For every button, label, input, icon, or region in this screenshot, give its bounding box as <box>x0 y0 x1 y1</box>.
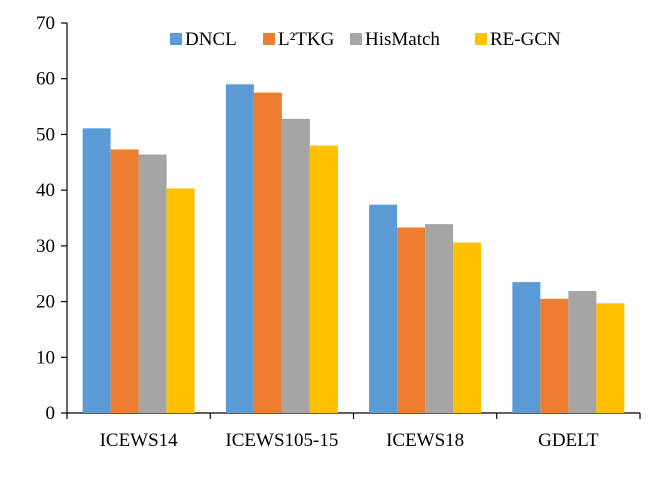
legend-label: DNCL <box>185 29 237 50</box>
bar <box>512 282 541 413</box>
y-tick-label: 20 <box>36 292 55 313</box>
bar <box>397 227 426 413</box>
x-category-label: GDELT <box>538 430 599 451</box>
legend-swatch <box>475 33 487 45</box>
y-tick-label: 10 <box>36 347 55 368</box>
bar <box>568 290 597 413</box>
bar <box>281 118 310 413</box>
legend-swatch <box>170 33 182 45</box>
bar <box>540 298 569 413</box>
y-tick-label: 70 <box>36 13 55 34</box>
x-category-label: ICEWS105-15 <box>225 430 338 451</box>
y-tick-label: 50 <box>36 124 55 145</box>
legend-label: L²TKG <box>278 29 335 50</box>
legend-swatch <box>263 33 275 45</box>
bar <box>138 154 167 413</box>
legend-label: HisMatch <box>365 29 440 50</box>
bar <box>596 303 625 413</box>
bar <box>309 145 338 414</box>
bar <box>225 84 254 414</box>
x-category-label: ICEWS18 <box>386 430 464 451</box>
y-axis: 0 10 20 30 40 50 60 70 <box>36 13 68 424</box>
legend-label: RE-GCN <box>490 29 561 50</box>
bar <box>253 92 282 414</box>
legend-swatch <box>350 33 362 45</box>
bar <box>453 242 482 413</box>
bar <box>110 149 139 413</box>
y-tick-label: 0 <box>46 403 56 424</box>
y-tick-label: 30 <box>36 236 55 257</box>
y-tick-label: 40 <box>36 180 55 201</box>
bars <box>82 84 625 414</box>
y-tick-label: 60 <box>36 69 55 90</box>
x-axis: ICEWS14 ICEWS105-15 ICEWS18 GDELT <box>66 412 641 451</box>
legend: DNCL L²TKG HisMatch RE-GCN <box>170 29 561 50</box>
x-category-label: ICEWS14 <box>100 430 179 451</box>
bar <box>369 204 398 413</box>
bar <box>425 224 454 413</box>
bar <box>166 188 195 413</box>
bar <box>82 128 111 414</box>
